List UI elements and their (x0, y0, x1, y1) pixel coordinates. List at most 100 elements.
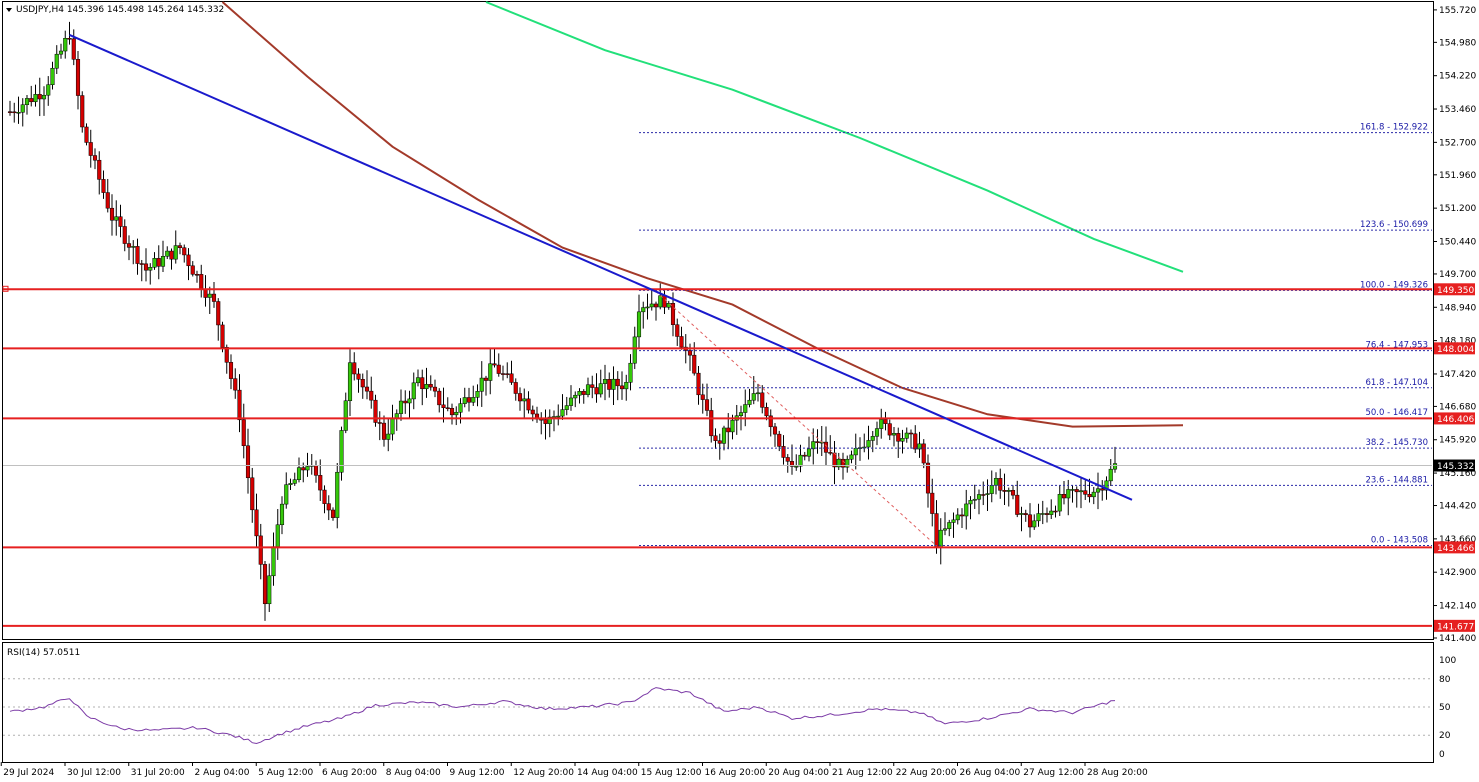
bull-candle (284, 484, 289, 505)
bull-candle (870, 436, 875, 441)
bull-candle (968, 500, 973, 505)
bear-candle (1100, 488, 1105, 491)
bull-candle (20, 104, 25, 113)
bull-candle (972, 498, 977, 501)
level-price-tag: 148.004 (1437, 345, 1474, 355)
dropdown-arrow-icon[interactable] (6, 8, 12, 12)
bull-candle (1036, 513, 1041, 522)
bull-candle (165, 250, 170, 257)
bear-candle (360, 379, 365, 388)
bull-candle (551, 416, 557, 418)
bear-candle (169, 250, 174, 260)
bull-candle (755, 392, 761, 395)
bear-candle (764, 407, 769, 417)
bear-candle (29, 98, 34, 103)
bull-candle (131, 246, 136, 248)
bear-candle (1044, 513, 1050, 515)
bear-candle (67, 38, 72, 40)
bull-candle (1091, 491, 1096, 498)
descending-trendline (69, 33, 1133, 501)
bear-candle (352, 362, 357, 375)
level-price-tag-bg (1434, 619, 1475, 632)
bear-candle (887, 423, 892, 436)
bear-candle (696, 372, 701, 396)
bull-candle (160, 256, 166, 267)
bear-candle (449, 408, 455, 416)
fib-level-label: 61.8 - 147.104 (1365, 378, 1428, 388)
bear-candle (126, 243, 132, 248)
bull-candle (636, 311, 642, 338)
x-tick-label: 29 Jul 2024 (3, 768, 54, 778)
bear-candle (1083, 490, 1088, 495)
bear-candle (832, 452, 837, 468)
fib-level-label: 100.0 - 149.326 (1360, 280, 1428, 290)
bear-candle (241, 419, 246, 447)
bear-candle (97, 159, 102, 180)
y-tick-label: 149.700 (1439, 270, 1476, 280)
last-price-tag-bg (1434, 459, 1475, 472)
y-tick-label: 151.200 (1439, 204, 1476, 214)
y-tick-label: 145.920 (1439, 436, 1476, 446)
bear-candle (930, 492, 935, 514)
fib-level-label: 23.6 - 144.881 (1365, 475, 1428, 485)
bear-candle (687, 350, 693, 356)
x-tick-label: 15 Aug 12:00 (641, 768, 702, 778)
bull-candle (874, 428, 880, 437)
y-tick-label: 153.460 (1439, 105, 1476, 115)
bull-candle (1070, 489, 1075, 491)
bull-candle (462, 397, 467, 404)
bear-candle (105, 192, 110, 209)
bull-candle (641, 307, 646, 313)
bull-candle (114, 216, 119, 221)
bear-candle (437, 390, 442, 406)
rsi-line (9, 687, 1116, 745)
bear-candle (802, 454, 807, 457)
bull-candle (942, 528, 948, 531)
bear-candle (913, 433, 918, 450)
bull-candle (1032, 520, 1037, 528)
bear-candle (182, 247, 187, 256)
bear-candle (934, 513, 939, 548)
bear-candle (211, 293, 217, 302)
x-tick-label: 22 Aug 20:00 (896, 768, 957, 778)
bull-candle (938, 529, 943, 548)
bear-candle (760, 392, 765, 408)
bull-candle (339, 430, 344, 473)
bull-candle (207, 293, 212, 298)
bear-candle (789, 461, 795, 467)
bear-candle (726, 427, 731, 433)
x-tick-label: 21 Aug 12:00 (832, 768, 893, 778)
bear-candle (1015, 494, 1020, 515)
bull-candle (347, 362, 353, 402)
bear-candle (381, 422, 387, 440)
bull-candle (1112, 463, 1118, 470)
bear-candle (828, 452, 833, 454)
bull-candle (411, 382, 416, 400)
bear-candle (109, 207, 115, 221)
x-tick-label: 27 Aug 12:00 (1023, 768, 1084, 778)
bear-candle (224, 346, 229, 363)
y-tick-label: 145.160 (1439, 469, 1476, 479)
bear-candle (704, 399, 710, 411)
bear-candle (530, 409, 535, 415)
bull-candle (798, 454, 803, 467)
bull-candle (292, 479, 297, 484)
bull-candle (454, 411, 459, 416)
line-anchor-marker (2, 285, 9, 292)
bear-candle (403, 400, 408, 404)
bear-candle (496, 364, 501, 374)
bear-candle (80, 95, 85, 128)
x-tick-label: 16 Aug 20:00 (705, 768, 766, 778)
bear-candle (543, 419, 548, 424)
bull-candle (24, 98, 30, 105)
bear-candle (925, 462, 931, 494)
bear-candle (445, 407, 450, 409)
bull-candle (985, 493, 990, 495)
bull-candle (730, 419, 735, 433)
bear-candle (1010, 490, 1016, 496)
y-tick-label: 155.720 (1439, 6, 1476, 16)
bear-candle (713, 435, 718, 441)
level-price-tag: 146.406 (1437, 415, 1474, 425)
level-price-tag-bg (1434, 541, 1475, 554)
